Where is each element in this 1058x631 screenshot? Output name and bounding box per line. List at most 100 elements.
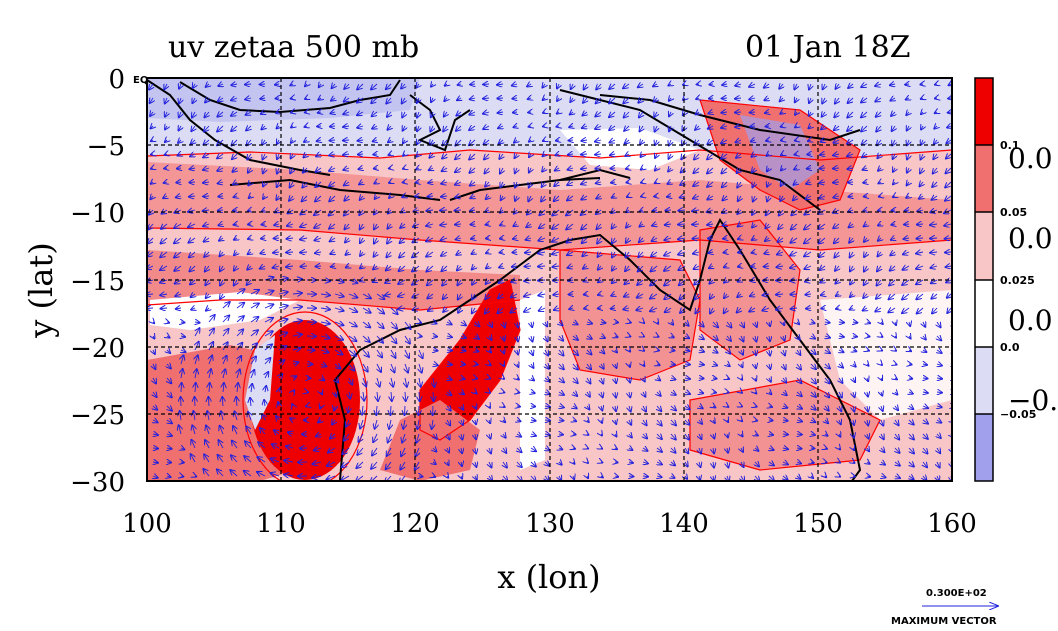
wind-vector bbox=[234, 196, 237, 197]
wind-vector bbox=[374, 224, 377, 229]
wind-vector bbox=[372, 112, 377, 116]
wind-vector bbox=[151, 140, 153, 141]
wind-vector bbox=[567, 252, 574, 255]
wind-vector bbox=[708, 126, 713, 129]
wind-vector bbox=[668, 84, 671, 86]
wind-vector bbox=[790, 266, 798, 268]
wind-vector bbox=[331, 266, 335, 267]
wind-vector bbox=[709, 266, 713, 268]
wind-vector bbox=[822, 98, 825, 103]
wind-vector bbox=[554, 182, 559, 186]
wind-vector bbox=[679, 279, 686, 285]
wind-vector bbox=[386, 252, 391, 257]
wind-vector bbox=[891, 112, 895, 116]
wind-vector bbox=[751, 154, 755, 157]
wind-vector bbox=[403, 126, 405, 131]
wind-vector bbox=[174, 266, 182, 271]
wind-vector bbox=[181, 476, 183, 477]
wind-vector bbox=[864, 238, 867, 242]
wind-vector bbox=[426, 210, 434, 211]
wind-vector bbox=[312, 490, 321, 492]
wind-vector bbox=[472, 266, 475, 269]
wind-vector bbox=[151, 168, 153, 169]
wind-vector bbox=[500, 252, 503, 253]
wind-vector bbox=[737, 210, 741, 214]
wind-vector bbox=[270, 488, 279, 491]
wind-vector bbox=[766, 126, 769, 127]
wind-vector bbox=[596, 196, 601, 199]
wind-vector bbox=[205, 98, 209, 102]
wind-vector bbox=[853, 490, 855, 491]
wind-vector bbox=[443, 126, 447, 131]
wind-vector bbox=[417, 154, 419, 157]
wind-vector bbox=[721, 154, 728, 159]
wind-vector bbox=[847, 111, 854, 118]
wind-vector bbox=[164, 168, 167, 169]
wind-vector bbox=[431, 84, 433, 87]
wind-vector bbox=[752, 238, 755, 240]
wind-vector bbox=[277, 182, 279, 187]
wind-vector bbox=[543, 154, 545, 156]
wind-vector bbox=[767, 182, 769, 187]
wind-vector bbox=[948, 98, 951, 99]
wind-vector bbox=[148, 224, 153, 229]
wind-vector bbox=[189, 265, 196, 271]
wind-vector bbox=[764, 98, 769, 100]
wind-vector bbox=[615, 322, 618, 323]
wind-vector bbox=[160, 280, 168, 283]
wind-vector bbox=[484, 140, 490, 145]
wind-vector bbox=[499, 140, 503, 144]
wind-vector bbox=[302, 196, 307, 201]
wind-vector bbox=[741, 406, 742, 407]
wind-vector bbox=[654, 112, 657, 117]
wind-vector bbox=[174, 237, 182, 243]
wind-vector bbox=[735, 126, 742, 127]
wind-vector bbox=[738, 196, 741, 201]
wind-vector bbox=[906, 98, 909, 100]
wind-vector bbox=[405, 490, 409, 491]
wind-vector bbox=[581, 140, 588, 141]
wind-vector bbox=[778, 238, 784, 242]
wind-vector bbox=[783, 490, 787, 495]
wind-vector bbox=[678, 238, 686, 239]
wind-vector bbox=[300, 224, 308, 227]
reference-vector-value: 0.300E+02 bbox=[926, 588, 987, 599]
wind-vector bbox=[552, 224, 560, 229]
wind-vector bbox=[415, 196, 419, 197]
wind-vector bbox=[749, 84, 756, 87]
wind-vector bbox=[568, 168, 573, 170]
wind-vector bbox=[405, 405, 406, 415]
wind-vector bbox=[904, 224, 909, 225]
wind-vector bbox=[330, 140, 336, 141]
wind-vector bbox=[937, 490, 939, 494]
wind-vector bbox=[850, 280, 853, 284]
wind-vector bbox=[587, 490, 588, 494]
wind-vector bbox=[261, 238, 265, 239]
wind-vector bbox=[147, 252, 154, 257]
contour-line bbox=[699, 219, 801, 361]
wind-vector bbox=[498, 126, 503, 128]
wind-vector bbox=[583, 98, 587, 103]
wind-vector bbox=[655, 168, 657, 171]
wind-vector bbox=[528, 196, 531, 201]
wind-vector bbox=[864, 224, 867, 226]
wind-vector bbox=[417, 140, 419, 144]
wind-vector bbox=[274, 224, 279, 225]
wind-vector bbox=[357, 98, 364, 103]
wind-vector bbox=[428, 196, 434, 197]
wind-vector bbox=[678, 210, 686, 211]
wind-vector bbox=[457, 266, 461, 270]
y-tick-30: −30 bbox=[70, 468, 125, 498]
field-white-arc bbox=[150, 292, 300, 330]
wind-vector bbox=[300, 238, 308, 240]
wind-vector bbox=[568, 266, 574, 268]
wind-vector bbox=[906, 196, 909, 198]
wind-vector bbox=[790, 238, 798, 243]
wind-vector bbox=[626, 182, 629, 183]
wind-vector bbox=[722, 196, 727, 200]
wind-vector bbox=[903, 252, 910, 254]
wind-vector bbox=[248, 182, 251, 185]
wind-vector bbox=[567, 182, 574, 185]
wind-vector bbox=[344, 209, 349, 216]
wind-vector bbox=[455, 154, 462, 159]
